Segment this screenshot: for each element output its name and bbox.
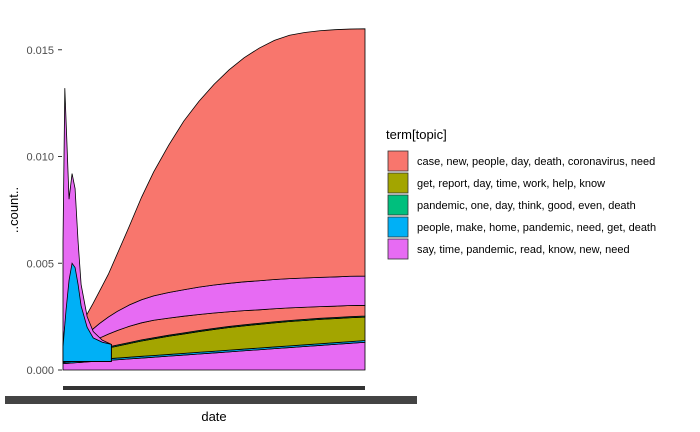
legend-title: term[topic] bbox=[386, 127, 447, 142]
legend-label-1: get, report, day, time, work, help, know bbox=[417, 178, 605, 190]
legend-key-0 bbox=[387, 150, 409, 172]
legend-key-2 bbox=[387, 194, 409, 216]
x-tick-labels-overlap bbox=[5, 396, 417, 404]
y-axis: 0.000 0.005 0.010 0.015 bbox=[26, 45, 62, 377]
y-tick-label-1: 0.005 bbox=[26, 258, 54, 270]
area-series-6 bbox=[62, 28, 366, 355]
x-axis-bar bbox=[63, 386, 365, 390]
y-tick-label-2: 0.010 bbox=[26, 152, 54, 164]
legend-label-0: case, new, people, day, death, coronavir… bbox=[417, 156, 655, 168]
legend-label-3: people, make, home, pandemic, need, get,… bbox=[417, 222, 656, 234]
x-axis bbox=[5, 386, 417, 404]
legend-key-4 bbox=[387, 238, 409, 260]
chart-areas bbox=[62, 28, 366, 371]
legend-label-4: say, time, pandemic, read, know, new, ne… bbox=[417, 244, 630, 256]
legend-label-2: pandemic, one, day, think, good, even, d… bbox=[417, 200, 636, 212]
early-peak-2 bbox=[62, 262, 112, 362]
y-tick-label-3: 0.015 bbox=[26, 45, 54, 57]
y-axis-title: ..count.. bbox=[6, 187, 21, 233]
y-tick-label-0: 0.000 bbox=[26, 365, 54, 377]
x-axis-title: date bbox=[201, 409, 226, 424]
legend-key-3 bbox=[387, 216, 409, 238]
legend-key-1 bbox=[387, 172, 409, 194]
legend: term[topic] case, new, people, day, deat… bbox=[386, 127, 656, 260]
